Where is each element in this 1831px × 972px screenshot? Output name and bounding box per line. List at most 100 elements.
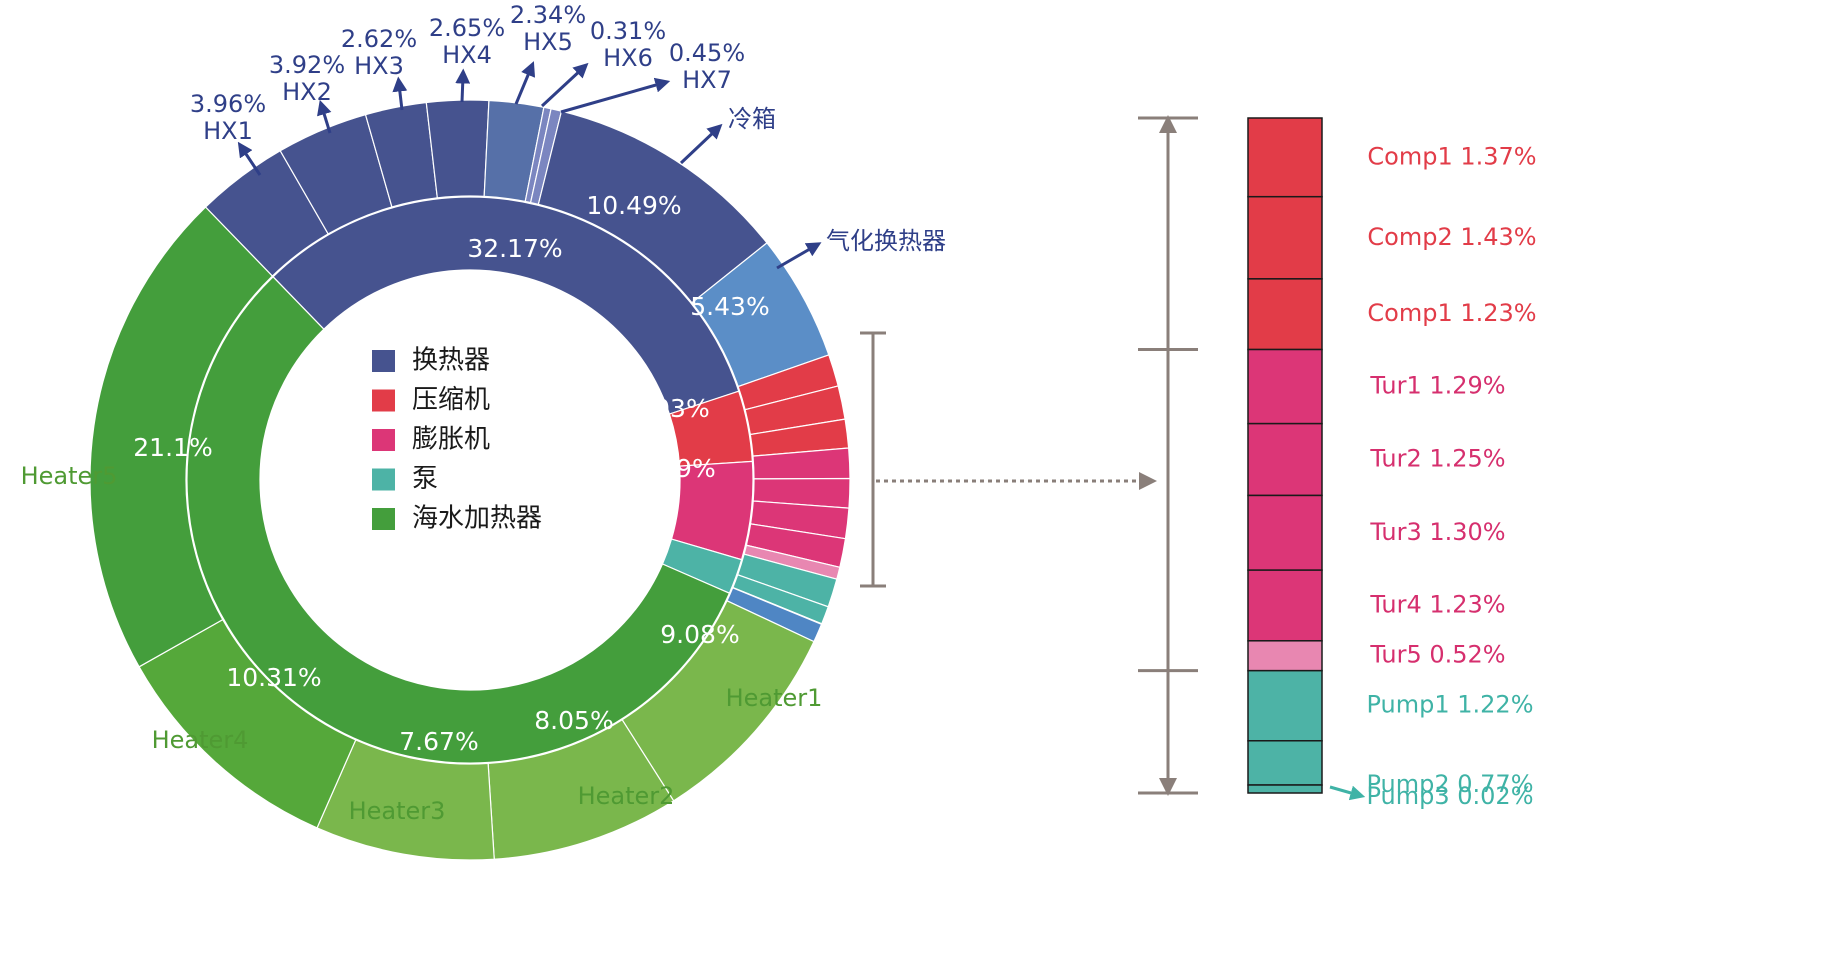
callout-label-hx5: 2.34% HX5 <box>510 1 586 56</box>
stacked-column-chart: Comp1 1.37% Comp2 1.43% Comp1 1.23% Tur1 1.… <box>1138 115 1537 810</box>
legend-swatch-1 <box>372 389 395 412</box>
stack-label-pump2-9: Pump2 0.77% <box>1366 770 1533 798</box>
callout-label-hx3: 2.62% HX3 <box>341 25 417 80</box>
legend-swatch-4 <box>372 508 395 530</box>
stack-segment-pump1-8 <box>1247 669 1323 742</box>
inner-slice-0 <box>272 196 740 415</box>
callout-label-hx1: 3.96% HX1 <box>190 90 266 145</box>
callout-arrow-hx6 <box>540 62 589 108</box>
callout-line-hx2-0: 3.92% <box>269 51 345 79</box>
callout-label-hx4: 2.65% HX4 <box>429 14 505 69</box>
callout-label-heater5: Heater5 <box>21 462 118 490</box>
callout-arrow-气化换热器 <box>776 242 822 270</box>
legend-swatch-2 <box>372 429 395 451</box>
stack-label-tur2-4: Tur2 1.25% <box>1369 445 1505 473</box>
inner-slice-label-2: 5.59% <box>636 454 715 483</box>
callout-line-hx5-0: 2.34% <box>510 1 586 29</box>
bracket-connector <box>860 331 1157 588</box>
legend-label-2: 膨胀机 <box>412 425 490 455</box>
callout-label-hx6: 0.31% HX6 <box>590 17 666 72</box>
stack-segment-pump2-9 <box>1247 740 1323 786</box>
stack-label-comp2-1: Comp2 1.43% <box>1367 223 1536 251</box>
callout-arrow-hx1 <box>237 141 262 176</box>
callout-arrow-hx3 <box>392 76 408 111</box>
stack-segment-comp1-0 <box>1247 117 1323 198</box>
callout-line-hx3-1: HX3 <box>354 52 404 80</box>
callout-line-气化换热器-0: 气化换热器 <box>826 227 946 255</box>
callout-label-heater1: Heater1 <box>726 684 823 712</box>
callout-line-heater4-0: Heater4 <box>152 726 249 754</box>
outer-slice-label-冷箱-7: 10.49% <box>586 191 681 220</box>
callout-line-hx2-1: HX2 <box>282 78 332 106</box>
callout-label-heater4: Heater4 <box>152 726 249 754</box>
stack-segment-tur2-4 <box>1247 422 1323 497</box>
pump3-pointer-arrow <box>1329 785 1366 801</box>
stack-label-tur5-7: Tur5 0.52% <box>1369 641 1505 669</box>
outer-slice-label-heater4-24: 10.31% <box>226 663 321 692</box>
callout-arrow-hx7 <box>560 77 671 114</box>
callout-arrow-hx5 <box>514 61 536 105</box>
stack-segment-pump3-10 <box>1247 784 1323 794</box>
stack-segment-tur3-5 <box>1247 494 1323 571</box>
callout-arrow-hx4 <box>455 68 471 103</box>
stack-segment-tur4-6 <box>1247 569 1323 642</box>
stack-label-tur4-6: Tur4 1.23% <box>1369 590 1505 618</box>
outer-slice-label-heater5-25: 21.1% <box>133 433 212 462</box>
stack-label-comp1-2: Comp1 1.23% <box>1367 299 1536 327</box>
callout-line-hx4-1: HX4 <box>442 41 492 69</box>
inner-slice-label-0: 32.17% <box>467 234 562 263</box>
callout-label-气化换热器: 气化换热器 <box>826 227 946 255</box>
outer-slice-label-heater1-21: 9.08% <box>660 620 739 649</box>
stack-segment-tur1-3 <box>1247 348 1323 425</box>
stack-label-pump1-8: Pump1 1.22% <box>1366 691 1533 719</box>
callout-line-hx6-1: HX6 <box>603 44 653 72</box>
stack-label-pump3-10: Pump3 0.02% <box>1366 782 1533 810</box>
outer-slice-hx4-3 <box>425 99 490 199</box>
callout-line-hx1-0: 3.96% <box>190 90 266 118</box>
legend-label-0: 换热器 <box>412 346 490 376</box>
callout-label-hx2: 3.92% HX2 <box>269 51 345 106</box>
inner-slice-4 <box>186 275 731 764</box>
legend-swatch-0 <box>372 350 395 372</box>
outer-slice-label-气化换热器-8: 5.43% <box>690 292 769 321</box>
callout-line-heater2-0: Heater2 <box>578 782 675 810</box>
outer-slice-label-heater3-23: 7.67% <box>399 727 478 756</box>
stack-label-tur3-5: Tur3 1.30% <box>1369 518 1505 546</box>
stack-segment-comp1-2 <box>1247 278 1323 351</box>
stack-label-comp1-0: Comp1 1.37% <box>1367 142 1536 170</box>
inner-slice-label-4: 56.2% <box>335 611 414 640</box>
callout-line-hx4-0: 2.65% <box>429 14 505 42</box>
callout-line-heater5-0: Heater5 <box>21 462 118 490</box>
callout-line-hx5-1: HX5 <box>523 28 573 56</box>
outer-slice-label-heater2-22: 8.05% <box>534 706 613 735</box>
stack-label-tur1-3: Tur1 1.29% <box>1369 372 1505 400</box>
outer-slice-heater5-25 <box>89 206 274 668</box>
stack-segment-tur5-7 <box>1247 640 1323 672</box>
stack-segment-comp2-1 <box>1247 195 1323 280</box>
inner-slice-label-1: 4.03% <box>630 394 709 423</box>
sunburst-chart: 32.17% 4.03% 5.59% 56.2% 10.49% 5.43% 9.08% 8.0… <box>89 99 851 861</box>
callout-label-hx7: 0.45% HX7 <box>669 39 745 94</box>
legend-swatch-3 <box>372 468 395 491</box>
legend-label-4: 海水加热器 <box>412 504 542 534</box>
callout-label-冷箱: 冷箱 <box>728 105 776 133</box>
callout-label-heater3: Heater3 <box>349 797 446 825</box>
legend-label-3: 泵 <box>412 464 438 494</box>
callout-line-冷箱-0: 冷箱 <box>728 105 776 133</box>
legend-label-1: 压缩机 <box>412 385 490 415</box>
callout-arrow-hx2 <box>317 99 332 134</box>
callout-label-heater2: Heater2 <box>578 782 675 810</box>
callout-line-heater1-0: Heater1 <box>726 684 823 712</box>
callout-line-hx6-0: 0.31% <box>590 17 666 45</box>
callout-line-hx7-0: 0.45% <box>669 39 745 67</box>
center-hole <box>268 278 672 682</box>
callout-line-hx3-0: 2.62% <box>341 25 417 53</box>
callout-line-hx1-1: HX1 <box>203 117 253 145</box>
callout-line-heater3-0: Heater3 <box>349 797 446 825</box>
callout-line-hx7-1: HX7 <box>682 66 732 94</box>
callout-arrow-冷箱 <box>679 123 723 165</box>
